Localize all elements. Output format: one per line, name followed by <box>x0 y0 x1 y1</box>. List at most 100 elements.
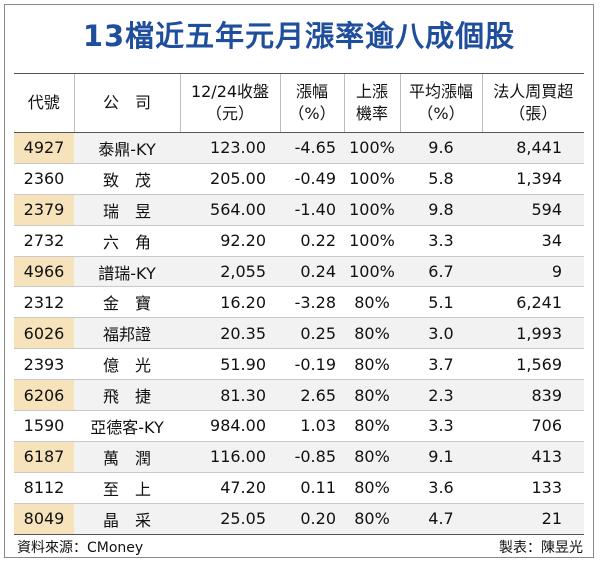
cell-change: -0.49 <box>280 163 344 195</box>
cell-change: 0.11 <box>280 472 344 504</box>
cell-code: 1590 <box>14 410 74 442</box>
cell-code: 2379 <box>14 194 74 226</box>
cell-avg-change: 3.0 <box>400 317 482 350</box>
cell-company: 飛 捷 <box>74 379 180 412</box>
cell-code: 4966 <box>14 256 74 288</box>
maker-credit: 製表：陳昱光 <box>499 540 583 556</box>
cell-avg-change: 6.7 <box>400 256 482 288</box>
header-inst-line1: 法人周買超 <box>493 82 574 101</box>
cell-code: 4927 <box>14 132 74 164</box>
cell-code: 2312 <box>14 286 74 319</box>
cell-company: 萬 潤 <box>74 441 180 473</box>
cell-close: 47.20 <box>180 472 280 504</box>
cell-probability: 80% <box>344 503 400 535</box>
cell-probability: 80% <box>344 379 400 412</box>
header-company: 公 司 <box>73 73 180 133</box>
cell-close: 16.20 <box>180 286 280 319</box>
cell-avg-change: 5.8 <box>400 163 482 195</box>
table-row: 8049 晶 采 25.05 0.20 80% 4.7 21 <box>14 503 584 535</box>
header-avg-line1: 平均漲幅 <box>408 82 473 101</box>
cell-probability: 80% <box>344 348 400 381</box>
cell-institutional: 8,441 <box>482 132 584 164</box>
cell-probability: 80% <box>344 441 400 473</box>
cell-close: 20.35 <box>180 317 280 350</box>
cell-close: 205.00 <box>180 163 280 195</box>
cell-change: 0.22 <box>280 225 344 257</box>
cell-probability: 80% <box>344 317 400 350</box>
cell-probability: 100% <box>344 132 400 164</box>
cell-probability: 80% <box>344 286 400 319</box>
cell-avg-change: 2.3 <box>400 379 482 412</box>
cell-avg-change: 3.3 <box>400 410 482 442</box>
cell-code: 6206 <box>14 379 74 412</box>
cell-avg-change: 4.7 <box>400 503 482 535</box>
header-change-line2: （%） <box>288 104 336 123</box>
cell-probability: 80% <box>344 410 400 442</box>
table-row: 6187 萬 潤 116.00 -0.85 80% 9.1 413 <box>14 441 584 473</box>
cell-avg-change: 9.8 <box>400 194 482 226</box>
cell-company: 瑞 昱 <box>74 194 180 226</box>
header-institutional: 法人周買超 （張） <box>481 73 584 133</box>
cell-code: 6026 <box>14 317 74 350</box>
cell-institutional: 706 <box>482 410 584 442</box>
table-row: 4927 泰鼎-KY 123.00 -4.65 100% 9.6 8,441 <box>14 132 584 164</box>
header-inst-line2: （張） <box>509 104 558 123</box>
cell-institutional: 34 <box>482 225 584 257</box>
cell-probability: 100% <box>344 225 400 257</box>
cell-code: 2360 <box>14 163 74 195</box>
cell-institutional: 594 <box>482 194 584 226</box>
cell-close: 2,055 <box>180 256 280 288</box>
header-avg-change: 平均漲幅 （%） <box>399 73 482 133</box>
cell-company: 至 上 <box>74 472 180 504</box>
cell-institutional: 9 <box>482 256 584 288</box>
table-row: 6026 福邦證 20.35 0.25 80% 3.0 1,993 <box>14 317 584 350</box>
table-row: 6206 飛 捷 81.30 2.65 80% 2.3 839 <box>14 379 584 412</box>
cell-code: 2732 <box>14 225 74 257</box>
cell-company: 六 角 <box>74 225 180 257</box>
header-close-line1: 12/24收盤 <box>190 82 270 101</box>
table-header-row: 代號 公 司 12/24收盤 （元） 漲幅 （%） 上漲 機率 平均漲幅 （%） <box>14 73 584 133</box>
cell-close: 116.00 <box>180 441 280 473</box>
cell-code: 8049 <box>14 503 74 535</box>
cell-close: 25.05 <box>180 503 280 535</box>
cell-code: 2393 <box>14 348 74 381</box>
cell-close: 92.20 <box>180 225 280 257</box>
cell-company: 晶 采 <box>74 503 180 535</box>
table-card: 13檔近五年元月漲率逾八成個股 代號 公 司 12/24收盤 （元） 漲幅 （%… <box>4 4 594 558</box>
stock-table: 代號 公 司 12/24收盤 （元） 漲幅 （%） 上漲 機率 平均漲幅 （%） <box>14 73 584 535</box>
table-row: 2393 億 光 51.90 -0.19 80% 3.7 1,569 <box>14 348 584 381</box>
table-row: 1590 亞德客-KY 984.00 1.03 80% 3.3 706 <box>14 410 584 442</box>
cell-company: 福邦證 <box>74 317 180 350</box>
cell-close: 51.90 <box>180 348 280 381</box>
cell-change: 2.65 <box>280 379 344 412</box>
cell-avg-change: 5.1 <box>400 286 482 319</box>
cell-institutional: 839 <box>482 379 584 412</box>
page-title: 13檔近五年元月漲率逾八成個股 <box>82 19 516 53</box>
header-change: 漲幅 （%） <box>279 73 344 133</box>
cell-avg-change: 3.7 <box>400 348 482 381</box>
cell-company: 亞德客-KY <box>74 410 180 442</box>
table-row: 2379 瑞 昱 564.00 -1.40 100% 9.8 594 <box>14 194 584 226</box>
header-change-line1: 漲幅 <box>295 82 328 101</box>
cell-avg-change: 3.6 <box>400 472 482 504</box>
cell-institutional: 21 <box>482 503 584 535</box>
table-row: 2312 金 寶 16.20 -3.28 80% 5.1 6,241 <box>14 286 584 319</box>
cell-company: 泰鼎-KY <box>74 132 180 164</box>
cell-company: 譜瑞-KY <box>74 256 180 288</box>
cell-institutional: 413 <box>482 441 584 473</box>
cell-company: 億 光 <box>74 348 180 381</box>
table-row: 4966 譜瑞-KY 2,055 0.24 100% 6.7 9 <box>14 256 584 288</box>
header-close: 12/24收盤 （元） <box>179 73 280 133</box>
cell-probability: 100% <box>344 256 400 288</box>
table-row: 2360 致 茂 205.00 -0.49 100% 5.8 1,394 <box>14 163 584 195</box>
cell-change: 0.20 <box>280 503 344 535</box>
cell-change: -3.28 <box>280 286 344 319</box>
cell-change: 0.24 <box>280 256 344 288</box>
cell-close: 123.00 <box>180 132 280 164</box>
cell-institutional: 1,993 <box>482 317 584 350</box>
header-close-line2: （元） <box>205 104 254 123</box>
header-prob-line2: 機率 <box>355 104 388 123</box>
cell-probability: 100% <box>344 194 400 226</box>
cell-institutional: 1,569 <box>482 348 584 381</box>
cell-avg-change: 3.3 <box>400 225 482 257</box>
